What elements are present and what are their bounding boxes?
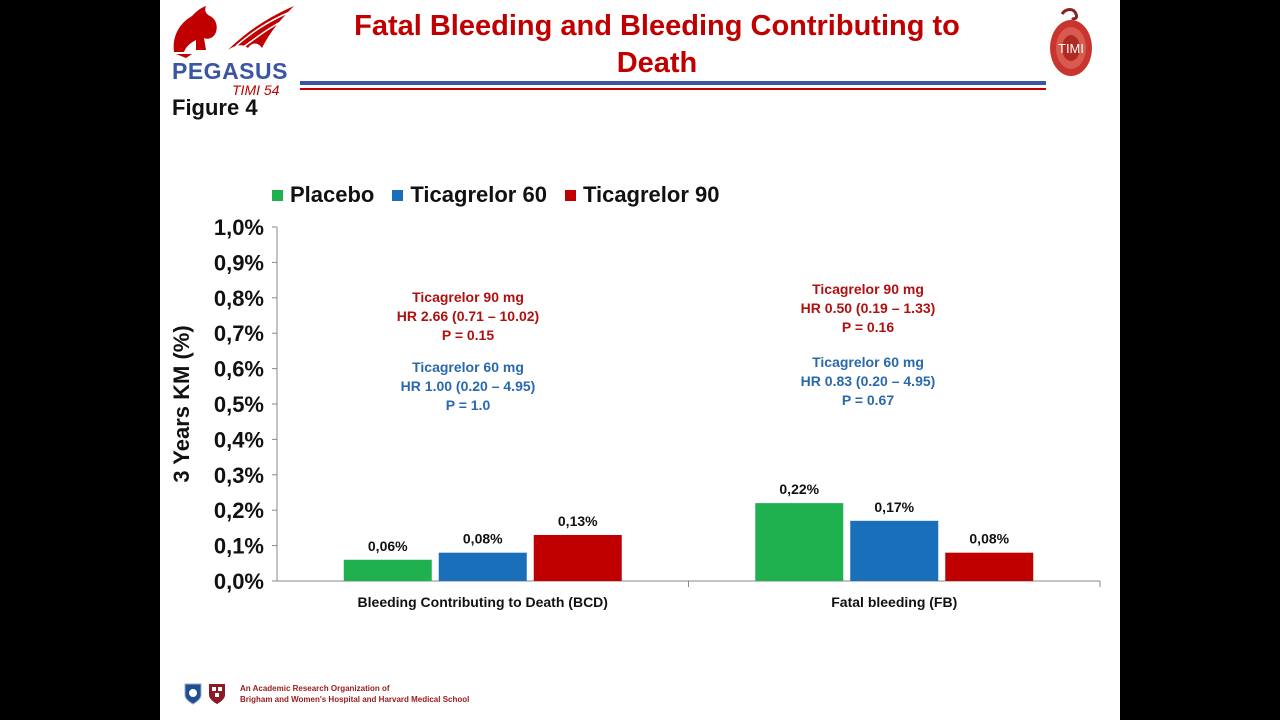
y-tick-label: 0,1% bbox=[214, 534, 264, 559]
legend-swatch-ticagrelor-90 bbox=[564, 189, 576, 201]
bar-2-0 bbox=[533, 534, 622, 581]
y-tick-label: 0,2% bbox=[214, 498, 264, 523]
y-tick-label: 0,5% bbox=[214, 392, 264, 417]
bar-2-1 bbox=[945, 552, 1034, 581]
annotation-bcd-t90-name: Ticagrelor 90 mg bbox=[412, 289, 524, 305]
annotation-bcd-t60-hr: HR 1.00 (0.20 – 4.95) bbox=[400, 378, 536, 394]
annotation-fb-t60-name: Ticagrelor 60 mg bbox=[812, 354, 924, 370]
annotation-bcd: Ticagrelor 90 mg HR 2.66 (0.71 – 10.02) … bbox=[338, 288, 598, 415]
annotation-bcd-t90-hr: HR 2.66 (0.71 – 10.02) bbox=[396, 308, 540, 324]
legend-item-ticagrelor-90: Ticagrelor 90 bbox=[564, 182, 720, 208]
footer-line-1: An Academic Research Organization of bbox=[240, 684, 390, 693]
bar-1-0 bbox=[438, 552, 527, 581]
y-tick-label: 0,7% bbox=[214, 321, 264, 346]
annotation-fb-t90-name: Ticagrelor 90 mg bbox=[812, 281, 924, 297]
legend-swatch-ticagrelor-60 bbox=[392, 189, 404, 201]
y-axis-title: 3 Years KM (%) bbox=[169, 325, 194, 482]
slide: PEGASUS TIMI 54 Fatal Bleeding and Bleed… bbox=[160, 0, 1120, 720]
bar-data-label: 0,08% bbox=[463, 531, 503, 547]
page-title: Fatal Bleeding and Bleeding Contributing… bbox=[354, 10, 960, 79]
y-tick-label: 0,9% bbox=[214, 250, 264, 275]
annotation-bcd-t90-p: P = 0.15 bbox=[441, 327, 495, 343]
y-tick-label: 0,6% bbox=[214, 357, 264, 382]
x-category-label: Fatal bleeding (FB) bbox=[831, 594, 957, 610]
bar-chart: 0,0% 0,1% 0,2% 0,3% 0,4% 0,5% 0,6% 0,7% 0,8% 0,9%… bbox=[169, 215, 1101, 610]
timi-logo-word: TIMI bbox=[1058, 41, 1084, 56]
annotation-fb-t60-p: P = 0.67 bbox=[841, 392, 895, 408]
brigham-shield-icon bbox=[184, 683, 202, 705]
bar-data-label: 0,08% bbox=[969, 531, 1009, 547]
annotation-bcd-t60-name: Ticagrelor 60 mg bbox=[412, 359, 524, 375]
legend-label-ticagrelor-90: Ticagrelor 90 bbox=[582, 182, 720, 207]
legend-item-ticagrelor-60: Ticagrelor 60 bbox=[392, 182, 547, 208]
annotation-fb-t90-hr: HR 0.50 (0.19 – 1.33) bbox=[800, 300, 936, 316]
y-tick-label: 1,0% bbox=[214, 215, 264, 240]
pegasus-logo-word: PEGASUS bbox=[172, 58, 288, 84]
legend-swatch-placebo bbox=[272, 189, 283, 201]
annotation-fb-t60-hr: HR 0.83 (0.20 – 4.95) bbox=[800, 373, 936, 389]
title-rule-blue bbox=[300, 81, 1046, 85]
harvard-shield-icon bbox=[209, 684, 225, 704]
y-tick-label: 0,3% bbox=[214, 463, 264, 488]
chart-legend: Placebo Ticagrelor 60 Ticagrelor 90 bbox=[272, 181, 720, 209]
annotation-fb-t90-p: P = 0.16 bbox=[841, 319, 895, 335]
annotation-fb: Ticagrelor 90 mg HR 0.50 (0.19 – 1.33) P… bbox=[738, 280, 998, 410]
bar-0-1 bbox=[755, 503, 844, 581]
pegasus-logo-icon bbox=[173, 6, 294, 58]
bar-data-label: 0,06% bbox=[368, 538, 408, 554]
annotation-bcd-t60-p: P = 1.0 bbox=[445, 397, 491, 413]
y-tick-label: 0,8% bbox=[214, 286, 264, 311]
bar-0-0 bbox=[343, 559, 432, 581]
bar-data-label: 0,22% bbox=[779, 481, 819, 497]
bar-1-1 bbox=[850, 520, 939, 581]
title-rule-red bbox=[300, 88, 1046, 90]
legend-label-placebo: Placebo bbox=[290, 182, 375, 207]
legend-label-ticagrelor-60: Ticagrelor 60 bbox=[410, 182, 547, 207]
bar-data-label: 0,13% bbox=[558, 513, 598, 529]
timi-logo-icon: TIMI bbox=[1050, 8, 1092, 76]
pegasus-logo-sub: TIMI 54 bbox=[232, 82, 280, 98]
legend-item-placebo: Placebo bbox=[272, 182, 374, 208]
footer-text: An Academic Research Organization of Bri… bbox=[240, 683, 469, 705]
bar-data-label: 0,17% bbox=[874, 499, 914, 515]
y-tick-label: 0,4% bbox=[214, 427, 264, 452]
figure-label: Figure 4 bbox=[172, 95, 258, 120]
footer-line-2: Brigham and Women's Hospital and Harvard… bbox=[240, 695, 470, 704]
y-tick-label: 0,0% bbox=[214, 569, 264, 594]
x-category-label: Bleeding Contributing to Death (BCD) bbox=[358, 594, 608, 610]
